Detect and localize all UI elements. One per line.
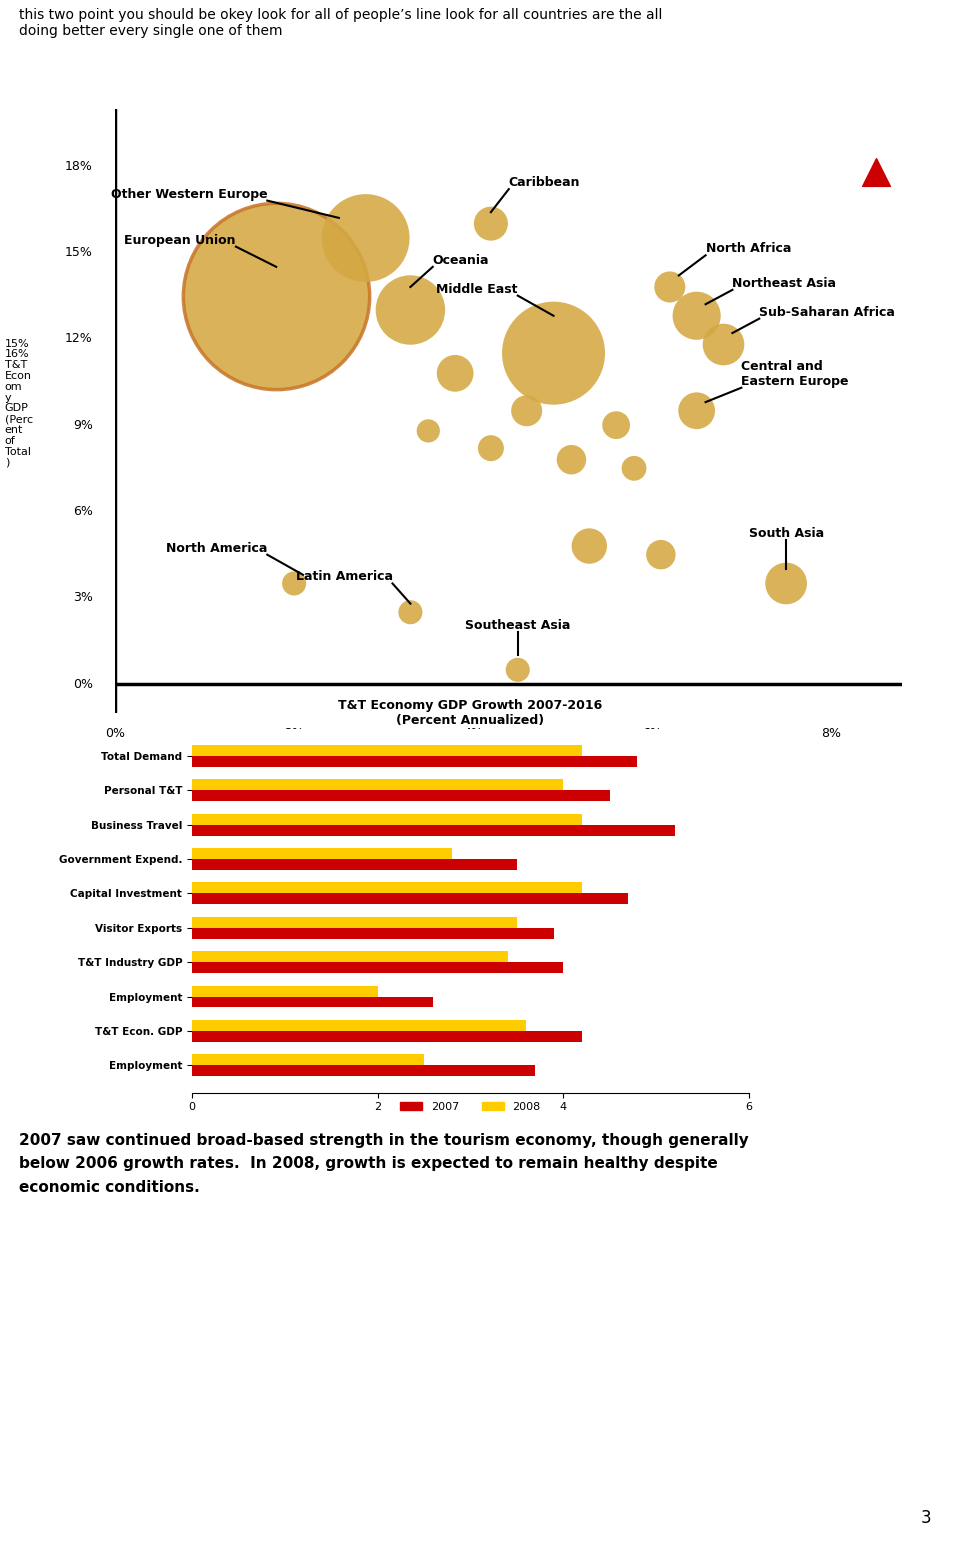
Point [483,436,498,460]
Bar [192,963,564,973]
Text: 3%: 3% [73,592,93,604]
Bar [192,825,675,835]
Point [653,542,668,567]
Bar [192,952,508,963]
Bar [192,848,452,859]
Bar [192,986,377,997]
Point [420,418,436,443]
Text: Sub-Saharan Africa: Sub-Saharan Africa [759,305,895,319]
Text: Central and
Eastern Europe: Central and Eastern Europe [741,360,849,388]
Bar [192,790,610,801]
Bar [192,746,582,756]
Title: T&T Economy GDP Growth 2007-2016
(Percent Annualized): T&T Economy GDP Growth 2007-2016 (Percen… [338,699,603,727]
Text: South Asia: South Asia [749,527,824,541]
Point [358,226,373,251]
Point [269,284,284,308]
Text: Latin America: Latin America [296,570,393,583]
Point [626,456,641,480]
Text: Middle East: Middle East [436,282,517,296]
Text: 4%: 4% [463,727,483,741]
Text: 2%: 2% [284,727,304,741]
Point [689,304,705,329]
Legend: 2007, 2008: 2007, 2008 [396,1097,545,1116]
Text: 15%: 15% [65,246,93,259]
Text: this two point you should be okey look for all of people’s line look for all cou: this two point you should be okey look f… [19,8,662,37]
Point [483,211,498,236]
Text: 9%: 9% [73,418,93,431]
Point [286,570,301,595]
Bar [192,780,564,790]
Text: 18%: 18% [65,160,93,172]
Point [510,657,525,682]
Point [662,274,678,299]
Bar [192,756,637,767]
Bar [192,1054,424,1065]
Point [716,332,732,356]
Bar [192,859,516,870]
Bar [192,1020,526,1031]
Text: Caribbean: Caribbean [509,177,580,189]
Bar [192,882,582,893]
Text: North Africa: North Africa [706,242,791,256]
Bar [192,814,582,825]
Text: 3: 3 [921,1508,931,1527]
Text: 0%: 0% [73,677,93,691]
Point [689,398,705,423]
Bar [192,997,433,1008]
Point [582,533,597,558]
Point [447,361,463,386]
Text: Oceania: Oceania [433,254,490,267]
Point [546,341,562,366]
Bar [192,1065,536,1076]
Point [779,570,794,595]
Point [564,448,579,473]
Bar [192,1031,582,1042]
Point [403,298,419,322]
Text: 2007 saw continued broad-based strength in the tourism economy, though generally: 2007 saw continued broad-based strength … [19,1133,749,1195]
Text: 6%: 6% [73,505,93,518]
Bar [192,916,516,928]
Text: Other Western Europe: Other Western Europe [110,188,267,200]
Bar [192,928,554,939]
Point [868,160,883,184]
Point [609,412,624,437]
Text: 6%: 6% [642,727,661,741]
Point [519,398,535,423]
Text: European Union: European Union [125,234,236,246]
Text: Northeast Asia: Northeast Asia [732,277,836,290]
Text: 15%
16%
T&T
Econ
om
y
GDP
(Perc
ent
of
Total
): 15% 16% T&T Econ om y GDP (Perc ent of T… [5,338,33,468]
Bar [192,893,628,905]
Text: 12%: 12% [65,332,93,346]
Text: 0%: 0% [106,727,125,741]
Point [403,600,419,625]
Text: 8%: 8% [821,727,841,741]
Text: North America: North America [166,541,267,555]
Text: Southeast Asia: Southeast Asia [465,620,570,632]
